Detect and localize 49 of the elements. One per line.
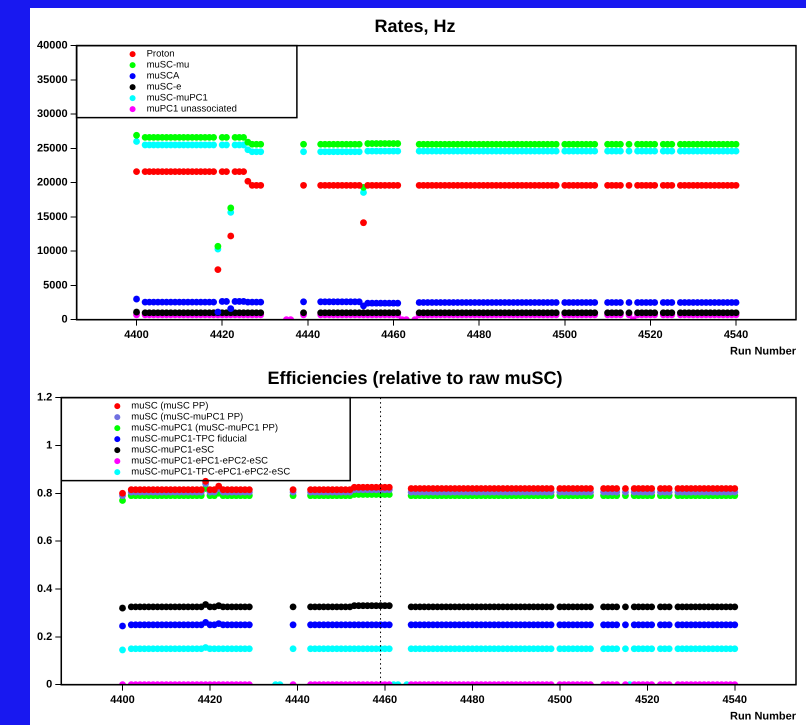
- y-tick-label: 40000: [36, 40, 68, 52]
- y-tick-label: 5000: [43, 279, 68, 292]
- y-tick-label: 1.2: [36, 392, 52, 404]
- y-tick-label: 0: [46, 678, 52, 691]
- x-tick-label: 4460: [372, 694, 398, 706]
- legend-label: muSC-muPC1-TPC fiducial: [131, 434, 247, 445]
- x-tick-label: 4480: [466, 329, 492, 342]
- legend-label: muSC-muPC1 (muSC-muPC1 PP): [131, 422, 278, 434]
- x-tick-label: 4520: [638, 329, 663, 342]
- legend-label: muSC-muPC1-ePC1-ePC2-eSC: [131, 456, 268, 467]
- x-tick-label: 4540: [722, 694, 748, 706]
- y-tick-label: 0: [61, 314, 68, 326]
- legend-label: muPC1 unassociated: [146, 104, 237, 115]
- y-tick-label: 25000: [36, 142, 68, 154]
- y-tick-label: 1: [46, 439, 52, 452]
- y-tick-label: 10000: [36, 245, 68, 258]
- x-tick-label: 4400: [124, 329, 149, 342]
- x-tick-label: 4460: [381, 329, 406, 342]
- legend-label: muSC-mu: [146, 60, 190, 71]
- x-axis-title: Run Number: [730, 710, 797, 722]
- x-tick-label: 4440: [285, 694, 310, 706]
- y-tick-label: 0.8: [36, 487, 52, 500]
- y-tick-label: 0.2: [36, 630, 52, 643]
- x-tick-label: 4420: [198, 694, 222, 706]
- x-tick-label: 4500: [552, 329, 578, 342]
- x-tick-label: 4400: [110, 694, 135, 706]
- x-tick-label: 4480: [460, 694, 485, 706]
- legend-label: muSC-muPC1: [146, 92, 208, 104]
- legend-label: Proton: [146, 48, 175, 60]
- chart-title: Efficiencies (relative to raw muSC): [267, 368, 563, 388]
- legend-label: muSCA: [146, 70, 180, 82]
- legend-label: muSC-muPC1-TPC-ePC1-ePC2-eSC: [131, 466, 290, 478]
- x-axis-title: Run Number: [730, 345, 797, 358]
- legend-label: muSC (muSC PP): [131, 400, 208, 412]
- y-tick-label: 20000: [36, 176, 68, 189]
- x-tick-label: 4540: [724, 329, 748, 342]
- y-tick-label: 0.6: [36, 535, 52, 548]
- y-tick-label: 35000: [36, 74, 68, 86]
- legend-label: muSC-e: [146, 82, 182, 93]
- x-tick-label: 4520: [635, 694, 660, 706]
- x-tick-label: 4500: [548, 694, 572, 706]
- y-tick-label: 30000: [36, 108, 68, 120]
- chart-title: Rates, Hz: [374, 16, 456, 36]
- legend-label: muSC (muSC-muPC1 PP): [131, 412, 244, 423]
- x-tick-label: 4440: [296, 329, 320, 342]
- legend-label: muSC-muPC1-eSC: [131, 444, 214, 456]
- y-tick-label: 15000: [36, 210, 68, 223]
- y-tick-label: 0.4: [36, 582, 54, 595]
- x-tick-label: 4420: [210, 329, 234, 342]
